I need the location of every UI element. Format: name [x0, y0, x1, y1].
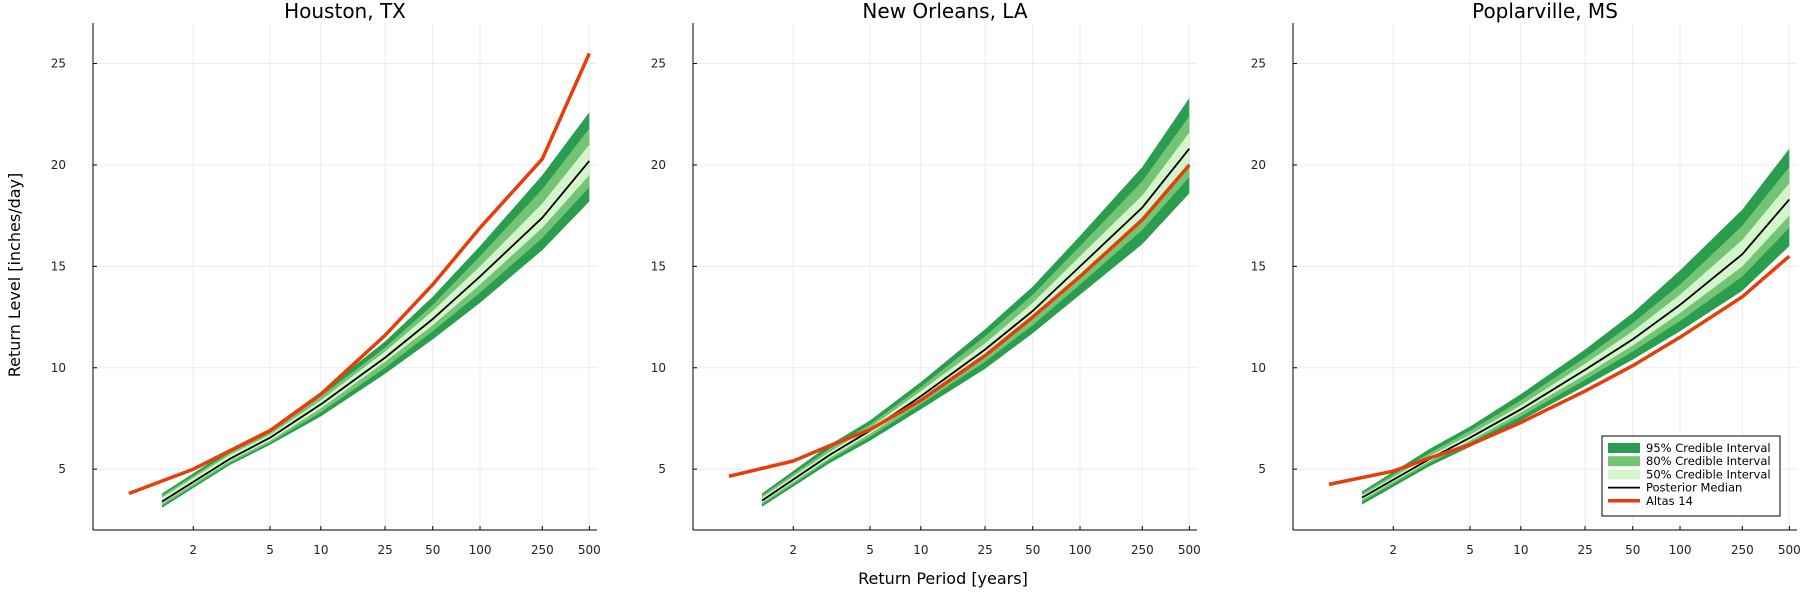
legend-label: Posterior Median — [1646, 481, 1742, 495]
legend-label: 80% Credible Interval — [1646, 454, 1771, 468]
x-axis-label: Return Period [years] — [858, 569, 1028, 588]
x-tick-label: 10 — [1513, 543, 1528, 557]
x-tick-label: 100 — [469, 543, 492, 557]
y-tick-label: 20 — [1251, 158, 1266, 172]
x-tick-label: 25 — [977, 543, 992, 557]
x-tick-label: 2 — [189, 543, 197, 557]
legend-swatch — [1608, 469, 1640, 480]
x-tick-label: 500 — [578, 543, 601, 557]
x-tick-label: 100 — [1669, 543, 1692, 557]
y-tick-label: 25 — [51, 57, 66, 71]
posterior-median-line — [161, 160, 590, 503]
x-tick-label: 500 — [1178, 543, 1201, 557]
y-tick-label: 20 — [51, 158, 66, 172]
x-tick-label: 2 — [789, 543, 797, 557]
y-axis-label: Return Level [inches/day] — [5, 173, 24, 378]
x-tick-label: 5 — [1466, 543, 1474, 557]
posterior-median-line — [761, 148, 1191, 502]
legend-label: Altas 14 — [1646, 494, 1693, 508]
y-tick-label: 25 — [1251, 57, 1266, 71]
atlas14-line — [1328, 254, 1791, 487]
x-tick-label: 50 — [425, 543, 440, 557]
y-tick-label: 20 — [651, 158, 666, 172]
y-tick-label: 10 — [51, 361, 66, 375]
x-tick-label: 2 — [1389, 543, 1397, 557]
ci95-band — [162, 112, 590, 508]
x-tick-label: 50 — [1625, 543, 1640, 557]
x-tick-label: 25 — [377, 543, 392, 557]
atlas14-line — [128, 52, 591, 496]
x-tick-label: 100 — [1069, 543, 1092, 557]
x-tick-label: 50 — [1025, 543, 1040, 557]
y-tick-label: 5 — [1258, 462, 1266, 476]
legend-label: 95% Credible Interval — [1646, 441, 1771, 455]
y-tick-label: 5 — [58, 462, 66, 476]
x-tick-label: 500 — [1778, 543, 1800, 557]
x-tick-label: 250 — [1131, 543, 1154, 557]
ci80-band — [162, 128, 590, 506]
atlas14-line — [728, 163, 1191, 479]
x-tick-label: 250 — [1731, 543, 1754, 557]
y-tick-label: 5 — [658, 462, 666, 476]
legend-swatch — [1608, 443, 1640, 453]
legend-swatch — [1608, 456, 1640, 467]
y-tick-label: 15 — [651, 259, 666, 273]
legend-label: 50% Credible Interval — [1646, 467, 1771, 481]
y-tick-label: 15 — [51, 259, 66, 273]
y-tick-label: 25 — [651, 57, 666, 71]
y-tick-label: 15 — [1251, 259, 1266, 273]
x-tick-label: 250 — [531, 543, 554, 557]
x-tick-label: 5 — [266, 543, 274, 557]
panel-title: Poplarville, MS — [1472, 0, 1618, 23]
x-tick-label: 25 — [1577, 543, 1592, 557]
y-tick-label: 10 — [651, 361, 666, 375]
ci95-band — [762, 98, 1190, 507]
x-tick-label: 10 — [913, 543, 928, 557]
x-tick-label: 5 — [866, 543, 874, 557]
panel-title: New Orleans, LA — [862, 0, 1027, 23]
y-tick-label: 10 — [1251, 361, 1266, 375]
panel-title: Houston, TX — [284, 0, 406, 23]
x-tick-label: 10 — [313, 543, 328, 557]
